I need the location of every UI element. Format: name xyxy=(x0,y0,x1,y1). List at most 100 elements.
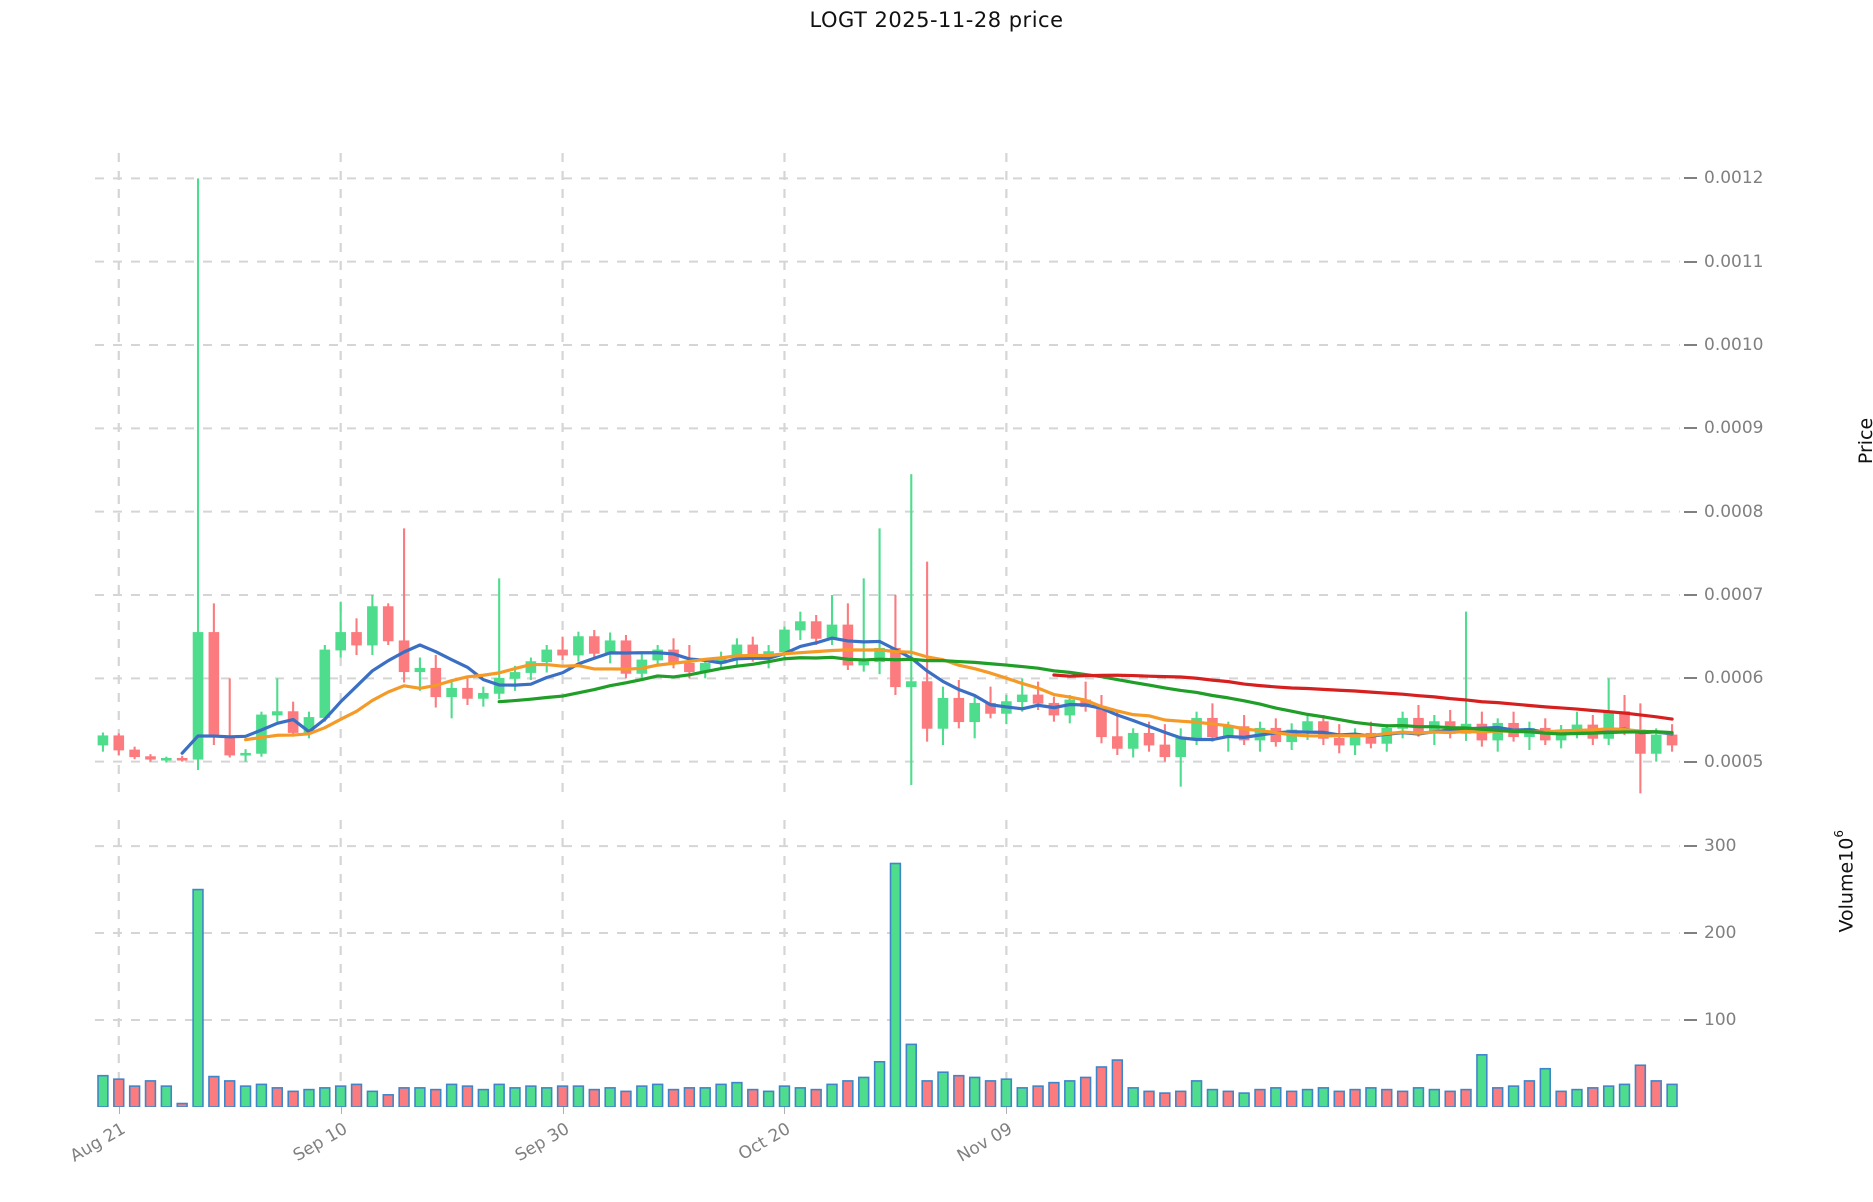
volume-bar xyxy=(224,1080,236,1107)
candlestick xyxy=(1270,718,1282,747)
candlestick xyxy=(763,645,774,669)
candlestick xyxy=(1127,728,1139,758)
candlestick xyxy=(953,680,965,729)
candlestick xyxy=(224,678,236,758)
candlestick xyxy=(1159,724,1171,762)
volume-bar xyxy=(287,1090,299,1107)
chart-title-text: LOGT 2025-11-28 price xyxy=(809,8,1064,32)
price-tick-mark xyxy=(1684,260,1697,263)
candlestick xyxy=(240,749,251,762)
volume-bar xyxy=(921,1080,933,1107)
volume-bar xyxy=(493,1083,505,1107)
volume-bar xyxy=(810,1088,822,1107)
volume-plot xyxy=(95,820,1680,1107)
volume-bar xyxy=(1460,1088,1472,1107)
volume-bar xyxy=(1317,1087,1330,1107)
volume-axis-title-text: Volume xyxy=(1835,861,1858,933)
candlestick xyxy=(684,645,695,679)
candlestick xyxy=(367,595,378,655)
volume-bar xyxy=(762,1090,775,1107)
candlestick xyxy=(462,678,473,705)
volume-bar xyxy=(1111,1059,1124,1107)
volume-bar xyxy=(1206,1088,1219,1107)
candlestick xyxy=(1476,711,1488,747)
candlestick xyxy=(430,655,442,708)
volume-tick-label: 100 xyxy=(1704,1010,1737,1031)
volume-tick-mark xyxy=(1684,932,1697,935)
candlestick xyxy=(1587,715,1599,745)
volume-bar xyxy=(588,1088,600,1107)
candlestick xyxy=(1444,710,1456,739)
price-tick-label: 0.0009 xyxy=(1704,418,1764,439)
candlestick xyxy=(1429,715,1440,745)
volume-bar xyxy=(1349,1088,1361,1107)
candlestick xyxy=(1175,728,1187,787)
candlestick xyxy=(208,603,220,745)
price-tick-label: 0.0007 xyxy=(1704,585,1764,605)
volume-tick-label: 200 xyxy=(1704,923,1737,944)
volume-bar xyxy=(160,1085,173,1107)
candlestick xyxy=(509,665,521,691)
candlestick xyxy=(319,645,331,722)
candlestick xyxy=(335,601,346,658)
volume-bar xyxy=(1159,1092,1171,1107)
candlestick xyxy=(1460,611,1472,741)
candlestick xyxy=(1333,724,1345,754)
x-tick-mark xyxy=(118,1107,120,1114)
volume-bar xyxy=(1301,1088,1314,1107)
volume-bar xyxy=(334,1085,347,1107)
volume-bar xyxy=(1079,1076,1092,1107)
volume-bar xyxy=(113,1078,125,1107)
volume-bar xyxy=(1000,1078,1013,1107)
candlestick xyxy=(620,635,632,679)
volume-tick-mark xyxy=(1684,1019,1697,1022)
candlestick xyxy=(1143,721,1155,752)
volume-bar xyxy=(1476,1054,1488,1107)
candlestick xyxy=(874,528,885,675)
volume-bar xyxy=(1127,1087,1139,1107)
moving-average-line xyxy=(497,655,1674,736)
volume-bar xyxy=(667,1088,680,1107)
volume-bar xyxy=(1381,1088,1393,1107)
volume-bar xyxy=(1222,1090,1234,1107)
volume-bar xyxy=(541,1087,553,1107)
volume-bar xyxy=(858,1076,870,1107)
candlestick xyxy=(1635,703,1646,794)
candlestick xyxy=(588,630,600,659)
volume-bar xyxy=(1634,1064,1647,1107)
candlestick xyxy=(1238,715,1250,745)
candlestick xyxy=(1207,703,1218,742)
volume-bar xyxy=(1238,1092,1250,1107)
volume-bar xyxy=(778,1085,791,1107)
candlestick xyxy=(1619,695,1630,735)
candlestick xyxy=(985,686,996,719)
candlestick xyxy=(1254,721,1266,752)
volume-tick-label: 300 xyxy=(1704,836,1737,857)
x-tick-mark xyxy=(1006,1107,1008,1114)
candlestick xyxy=(1508,711,1519,742)
price-tick-mark xyxy=(1684,344,1697,346)
volume-bar xyxy=(477,1088,490,1107)
candlestick xyxy=(779,626,790,658)
volume-bar xyxy=(414,1087,426,1107)
candlestick xyxy=(1016,678,1028,712)
x-tick-label: Sep 10 xyxy=(289,1119,351,1166)
volume-bar xyxy=(842,1080,854,1107)
volume-bar xyxy=(953,1074,965,1107)
volume-bar xyxy=(208,1075,220,1107)
volume-bar xyxy=(97,1074,109,1107)
volume-bar xyxy=(1650,1080,1662,1107)
candlestick xyxy=(382,603,394,645)
volume-bar xyxy=(747,1088,759,1107)
volume-bar xyxy=(176,1102,188,1107)
candlestick xyxy=(176,755,188,762)
candlestick xyxy=(1112,711,1123,755)
volume-bar xyxy=(1507,1085,1520,1107)
candlestick xyxy=(715,651,727,670)
volume-bar xyxy=(683,1087,696,1107)
price-tick-label: 0.0006 xyxy=(1704,668,1764,689)
moving-average-line xyxy=(243,648,1674,742)
volume-bar xyxy=(1048,1081,1060,1107)
volume-axis-title: Volume106 xyxy=(1832,830,1857,933)
volume-tick-mark xyxy=(1684,845,1697,848)
